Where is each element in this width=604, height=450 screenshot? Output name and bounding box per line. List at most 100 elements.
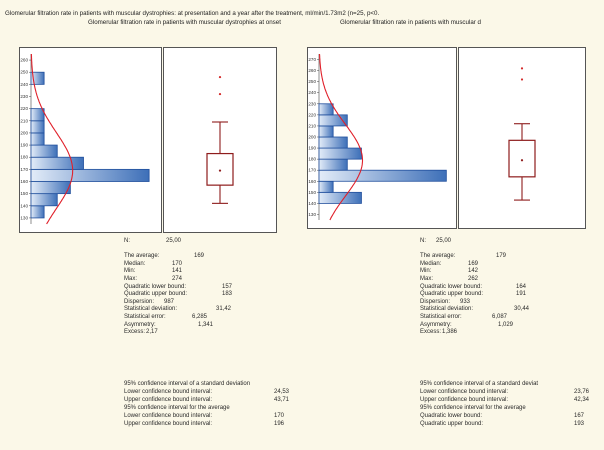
y-tick-label: 230 — [308, 101, 316, 106]
ci-row: Quadratic upper bound: 193 — [420, 420, 602, 428]
y-tick-label: 130 — [308, 212, 316, 217]
y-tick-label: 250 — [20, 70, 28, 75]
y-tick-label: 200 — [308, 135, 316, 140]
stat-row: Statistical deviation: 31,42 — [124, 306, 304, 314]
stat-row: Quadratic upper bound: 191 — [420, 291, 602, 299]
outlier-point — [218, 92, 222, 96]
stat-row: Asymmetry: 1,029 — [420, 322, 602, 330]
right-boxplot — [508, 67, 536, 201]
y-tick-label: 170 — [308, 168, 316, 173]
stat-value: 179 — [496, 253, 507, 260]
stat-value: 2,17 — [146, 329, 158, 336]
stat-label: Quadratic lower bound: — [420, 283, 483, 290]
stat-label: Excess: — [124, 329, 146, 336]
histogram-bar — [318, 180, 334, 193]
ci-row: Upper confidence bound interval: 42,34 — [420, 396, 602, 404]
right-histogram: 130 140 150 160 170 180 190 200 210 220 230 240 250 2… — [308, 53, 447, 221]
histogram-bar — [30, 120, 45, 134]
left-boxplot — [206, 75, 234, 204]
stat-row: Statistical error: 6,285 — [124, 314, 304, 322]
stat-label: Statistical deviation: — [420, 306, 474, 313]
stat-row: Dispersion: 933 — [420, 299, 602, 307]
stat-label: N: — [124, 238, 130, 244]
histogram-bar — [30, 71, 45, 85]
stat-label: Min: — [124, 268, 136, 275]
stat-label: Quadratic lower bound: — [124, 283, 187, 290]
stat-label: Asymmetry: — [124, 321, 156, 328]
stat-value: 191 — [516, 291, 527, 298]
stat-row: Max: 262 — [420, 276, 602, 284]
ci-value: 23,76 — [574, 389, 590, 396]
stat-label: Median: — [420, 260, 442, 267]
stat-value: 1,386 — [442, 329, 458, 336]
stat-value: 274 — [172, 275, 183, 282]
y-tick-label: 170 — [20, 167, 28, 172]
mean-marker — [520, 159, 524, 162]
normal-curve — [30, 54, 74, 225]
y-tick-label: 150 — [308, 190, 316, 195]
y-tick-label: 140 — [20, 203, 28, 208]
stat-row: N: 25,00 — [420, 238, 602, 246]
left-boxplot-panel — [163, 47, 277, 233]
y-tick-label: 150 — [20, 191, 28, 196]
stat-label: The average: — [124, 253, 160, 260]
histogram-bar — [318, 158, 348, 171]
stat-row: The average: 169 — [124, 253, 304, 261]
ci-heading: 95% confidence interval of a standard de… — [124, 381, 251, 387]
y-tick-label: 180 — [308, 157, 316, 162]
ci-label: Quadratic upper bound: — [420, 421, 484, 428]
ci-row: Lower confidence bound interval: 23,76 — [420, 388, 602, 396]
right-ci-block: 95% confidence interval of a standard de… — [420, 380, 602, 429]
y-tick-label: 240 — [308, 90, 316, 95]
stat-row: Dispersion: 987 — [124, 299, 304, 307]
stat-row: Min: 141 — [124, 268, 304, 276]
stat-label: Dispersion: — [420, 298, 451, 305]
stat-label: Excess: — [420, 329, 442, 336]
ci-value: 170 — [274, 413, 285, 420]
stat-value: 6,087 — [492, 313, 508, 320]
ci-row: Lower confidence bound interval: 24,53 — [124, 388, 304, 396]
stat-row: Statistical deviation: 30,44 — [420, 306, 602, 314]
ci-heading: 95% confidence interval for the average — [124, 405, 230, 412]
ci-value: 167 — [574, 413, 585, 420]
stat-label: Dispersion: — [124, 298, 155, 305]
ci-label: Upper confidence bound interval: — [420, 397, 509, 404]
y-tick-label: 220 — [20, 106, 28, 111]
y-tick-label: 230 — [20, 94, 28, 99]
stat-label: N: — [420, 238, 426, 244]
stat-row: Max: 274 — [124, 276, 304, 284]
ci-value: 42,34 — [574, 397, 590, 404]
ci-value: 24,53 — [274, 389, 290, 396]
stat-value: 30,44 — [514, 306, 530, 313]
y-tick-label: 190 — [308, 146, 316, 151]
stat-label: Median: — [124, 260, 146, 267]
stat-label: Statistical deviation: — [124, 306, 178, 313]
ci-label: Lower confidence bound interval: — [124, 389, 213, 396]
y-tick-label: 190 — [20, 143, 28, 148]
ci-label: Lower confidence bound interval: — [420, 389, 509, 396]
mean-marker — [218, 169, 222, 172]
interquartile-box — [508, 139, 536, 178]
interquartile-box — [206, 152, 234, 186]
ci-value: 43,71 — [274, 397, 290, 404]
stat-value: 987 — [164, 298, 175, 305]
histogram-bar — [318, 136, 348, 149]
stat-value: 1,341 — [198, 321, 214, 328]
stat-value: 25,00 — [166, 238, 182, 244]
stat-row: Excess: 1,386 — [420, 329, 602, 337]
stat-value: 169 — [194, 253, 205, 260]
y-tick-label: 140 — [308, 201, 316, 206]
y-tick-label: 210 — [20, 118, 28, 123]
ci-row: Lower confidence bound interval: 170 — [124, 412, 304, 420]
stat-value: 170 — [172, 260, 183, 267]
ci-row: Upper confidence bound interval: 196 — [124, 420, 304, 428]
ci-value: 193 — [574, 421, 585, 428]
outlier-point — [218, 75, 222, 79]
right-stats-block: N: 25,00 The average: 179 Median: 169 Min: 1… — [420, 238, 602, 337]
right-chart-title: Glomerular filtration rate in patients w… — [340, 19, 481, 26]
y-tick-label: 250 — [308, 79, 316, 84]
stat-row: Quadratic upper bound: 183 — [124, 291, 304, 299]
stat-value: 157 — [222, 283, 233, 290]
histogram-bar — [318, 103, 334, 116]
